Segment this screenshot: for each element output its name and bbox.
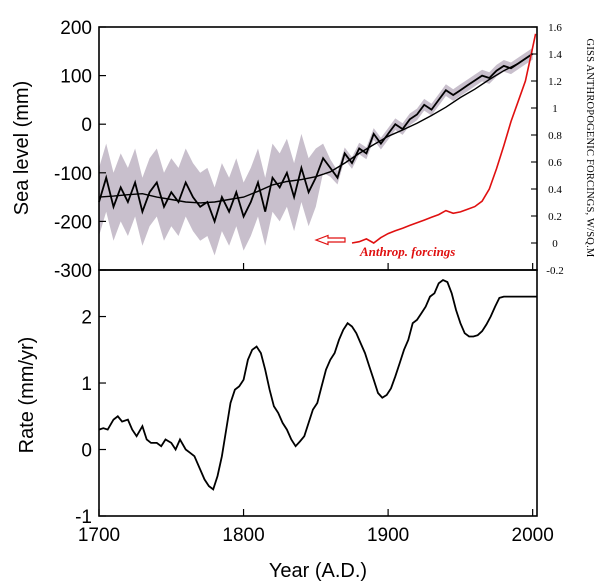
right-y-axis-label: GISS ANTHROPOGENIC FORCINGS, W/SQ.M [584,39,595,258]
right-y-tick-label: 0.2 [548,211,562,223]
top-y-axis-label: Sea level (mm) [11,81,33,215]
x-tick-label: 2000 [512,525,554,546]
x-axis-label: Year (A.D.) [269,560,367,582]
x-tick-label: 1800 [222,525,264,546]
right-y-tick-label: -0.2 [546,265,563,277]
anthropogenic-forcings-line [351,33,537,244]
right-y-tick-label: 1.4 [548,49,562,61]
anthrop-forcings-annotation: Anthrop. forcings [359,244,455,259]
right-y-tick-label: 0.6 [548,157,562,169]
bottom-y-tick-label: -1 [75,507,92,528]
right-y-tick-label: 1.6 [548,22,562,34]
bottom-plot-frame [98,269,538,517]
top-y-tick-label: -300 [54,261,92,282]
top-panel-marks [98,33,537,256]
annotation-arrow [314,234,346,246]
top-y-tick-label: -100 [54,164,92,185]
right-y-tick-label: 1 [552,103,558,115]
x-tick-label: 1900 [367,525,409,546]
right-y-tick-label: 0 [552,238,558,250]
rate-line [98,278,537,491]
bottom-y-tick-label: 1 [81,374,92,395]
top-y-tick-label: 200 [60,18,92,39]
x-tick-label: 1700 [78,525,120,546]
bottom-y-tick-label: 0 [81,441,92,462]
top-y-tick-label: 100 [60,67,92,88]
smoothed-sea-level-line [98,53,534,204]
bottom-panel-marks [98,278,537,491]
bottom-y-axis-label: Rate (mm/yr) [16,337,38,454]
top-y-tick-label: 0 [81,115,92,136]
right-y-tick-label: 1.2 [548,76,562,88]
axes-layer: 2001000-100-200-3001.61.41.210.80.60.40.… [54,18,564,546]
uncertainty-band [99,47,533,256]
annual-sea-level-line [98,52,534,225]
top-y-tick-label: -200 [54,212,92,233]
right-y-tick-label: 0.8 [548,130,562,142]
bottom-y-tick-label: 2 [81,308,92,329]
right-y-tick-label: 0.4 [548,184,562,196]
